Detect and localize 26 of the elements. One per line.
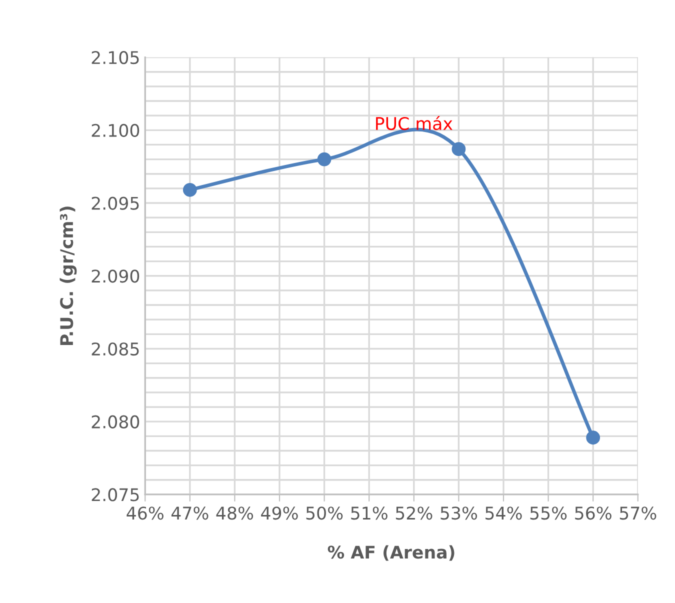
y-tick-label: 2.080: [92, 415, 140, 428]
x-tick-label: 54%: [486, 506, 522, 520]
x-tick-label: 46%: [126, 506, 164, 520]
x-tick-label: 47%: [171, 506, 208, 520]
x-tick-label: 56%: [575, 506, 612, 520]
x-tick-label: 49%: [261, 506, 298, 520]
point: [586, 430, 600, 445]
point: [452, 142, 466, 156]
point: [182, 182, 197, 197]
x-tick-label: 52%: [396, 506, 432, 520]
point: [317, 152, 332, 166]
x-tick-label: 51%: [351, 506, 388, 520]
y-tick-label: 2.105: [92, 50, 139, 64]
x-tick-label: 53%: [440, 506, 478, 520]
x-tick-label: 50%: [306, 506, 343, 520]
annotation: PUC máx: [376, 116, 452, 130]
x-axis-title: % AF (Arena): [328, 545, 454, 561]
x-tick-label: 57%: [620, 506, 656, 520]
x-tick-label: 55%: [530, 506, 567, 520]
y-tick-label: 2.100: [92, 124, 140, 137]
y-tick-label: 2.075: [92, 488, 139, 502]
y-tick-label: 2.085: [92, 342, 139, 356]
y-axis-title: P.U.C. (gr/cm³): [60, 206, 77, 345]
y-tick-label: 2.095: [92, 196, 139, 210]
x-tick-label: 48%: [216, 506, 254, 520]
y-tick-label: 2.090: [92, 270, 140, 283]
